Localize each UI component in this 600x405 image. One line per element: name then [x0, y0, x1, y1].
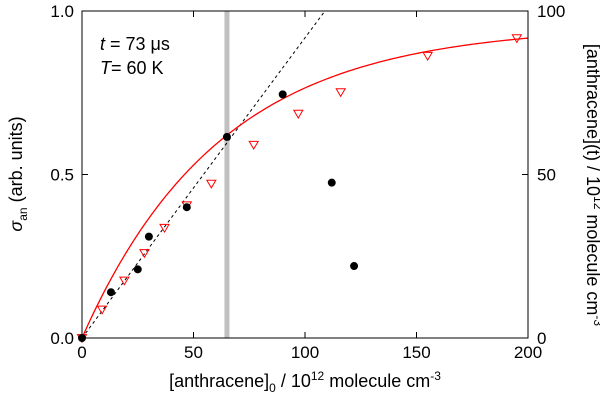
triangle-marker	[292, 109, 304, 119]
triangle-marker	[118, 276, 130, 286]
x-tick-label: 100	[291, 343, 319, 362]
sigma-markers	[78, 90, 359, 342]
triangle-marker	[511, 34, 523, 44]
y-left-tick-label: 0.5	[50, 166, 74, 185]
y-axis-left-label: σan (arb. units)	[6, 116, 30, 231]
circle-marker	[133, 265, 142, 274]
anthracene-markers	[76, 34, 523, 344]
y-axis-right-label: [anthracene](t) / 1012 molecule cm-3	[583, 44, 600, 326]
circle-marker	[278, 90, 287, 99]
x-tick-label: 150	[402, 343, 430, 362]
circle-marker	[144, 232, 153, 241]
x-axis-label: [anthracene]0 / 1012 molecule cm-3	[169, 369, 441, 395]
triangle-marker	[248, 140, 260, 151]
x-tick-label: 50	[184, 343, 203, 362]
circle-marker	[222, 132, 231, 141]
triangle-marker	[139, 249, 150, 259]
x-tick-label: 0	[77, 343, 86, 362]
circle-marker	[350, 262, 359, 271]
y-right-tick-label: 0	[537, 329, 546, 348]
triangle-marker	[335, 88, 347, 98]
triangle-marker	[422, 51, 434, 62]
circle-marker	[182, 203, 191, 212]
annotation-temperature: T= 60 K	[100, 58, 164, 78]
triangle-marker	[159, 223, 170, 234]
circle-marker	[327, 178, 336, 187]
y-left-tick-label: 1.0	[50, 2, 74, 21]
y-right-tick-label: 100	[537, 2, 565, 21]
triangle-marker	[96, 305, 108, 315]
fit-curve	[82, 37, 528, 338]
y-left-tick-label: 0.0	[50, 329, 74, 348]
linear-dashed-line	[82, 11, 326, 338]
y-right-tick-label: 50	[537, 166, 556, 185]
triangle-marker	[205, 179, 217, 189]
axis-ticks: 0 50 100 150 200 0.0 0.5 1.0 0 50 100	[50, 2, 565, 362]
x-tick-label: 200	[514, 343, 542, 362]
circle-marker	[106, 288, 115, 297]
annotation-time: t = 73 μs	[100, 34, 170, 54]
